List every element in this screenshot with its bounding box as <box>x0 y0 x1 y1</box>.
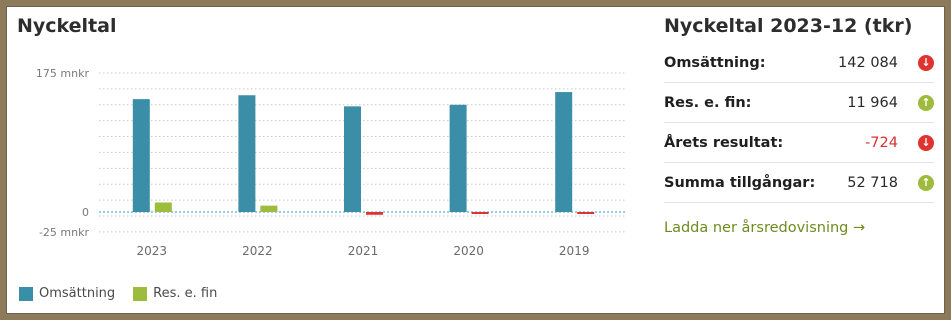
bar-omsattning-2020 <box>449 104 467 212</box>
x-tick-label-2023: 2023 <box>137 244 168 258</box>
legend-swatch-res-e-fin <box>133 286 148 301</box>
bar-omsattning-2019 <box>555 92 573 212</box>
y-tick-label-max: 175 mnkr <box>36 67 90 80</box>
legend-item-omsattning[interactable]: Omsättning <box>19 286 115 301</box>
legend-label-res-e-fin: Res. e. fin <box>153 286 218 301</box>
chart-panel-title: Nyckeltal <box>17 15 117 37</box>
x-tick-label-2022: 2022 <box>242 244 273 258</box>
bar-res-e-fin-2022 <box>260 205 278 212</box>
bar-res-e-fin-2021 <box>366 212 383 215</box>
kpi-row-omsattning: Omsättning: 142 084 ↓ <box>664 43 934 83</box>
arrow-up-icon: ↑ <box>918 94 934 111</box>
kpi-value: 11 964 <box>847 94 898 111</box>
chart-legend: Omsättning Res. e. fin <box>19 286 235 301</box>
kpi-label: Res. e. fin: <box>664 94 752 111</box>
kpi-value: 52 718 <box>847 174 898 191</box>
bar-res-e-fin-2019 <box>577 212 595 214</box>
summary-panel-title: Nyckeltal 2023-12 (tkr) <box>664 15 913 37</box>
kpi-row-summa-tillgangar: Summa tillgångar: 52 718 ↑ <box>664 163 934 203</box>
kpi-value: 142 084 <box>838 54 898 71</box>
kpi-value: -724 <box>865 134 898 151</box>
x-tick-label-2021: 2021 <box>348 244 379 258</box>
arrow-down-icon: ↓ <box>918 134 934 151</box>
legend-item-res-e-fin[interactable]: Res. e. fin <box>133 286 217 301</box>
bar-omsattning-2023 <box>132 99 150 212</box>
key-figures-widget: Nyckeltal 175 mnkr 0 -25 mnkr 2023 2022 2021 2… <box>7 7 944 313</box>
bar-res-e-fin-2023 <box>154 202 172 212</box>
x-tick-label-2020: 2020 <box>453 244 484 258</box>
key-figures-bar-chart: 175 mnkr 0 -25 mnkr 2023 2022 2021 2020 2019 <box>36 67 627 258</box>
bar-omsattning-2022 <box>238 95 256 212</box>
kpi-label: Summa tillgångar: <box>664 174 816 191</box>
legend-swatch-omsattning <box>19 286 33 301</box>
download-annual-report-link[interactable]: Ladda ner årsredovisning → <box>664 220 866 236</box>
x-tick-label-2019: 2019 <box>559 244 590 258</box>
bar-res-e-fin-2020 <box>471 212 489 214</box>
summary-panel: Nyckeltal 2023-12 (tkr) Omsättning: 142 … <box>664 7 944 313</box>
kpi-row-res-e-fin: Res. e. fin: 11 964 ↑ <box>664 83 934 123</box>
y-tick-label-zero: 0 <box>82 206 89 219</box>
arrow-down-icon: ↓ <box>918 54 934 71</box>
kpi-label: Omsättning: <box>664 54 766 71</box>
kpi-label: Årets resultat: <box>664 134 784 151</box>
kpi-list: Omsättning: 142 084 ↓ Res. e. fin: 11 96… <box>664 43 934 203</box>
kpi-row-arets-resultat: Årets resultat: -724 ↓ <box>664 123 934 163</box>
bar-omsattning-2021 <box>344 106 361 212</box>
chart-panel: Nyckeltal 175 mnkr 0 -25 mnkr 2023 2022 2021 2… <box>7 7 647 313</box>
legend-label-omsattning: Omsättning <box>39 286 116 301</box>
y-tick-label-min: -25 mnkr <box>39 226 90 239</box>
arrow-up-icon: ↑ <box>918 174 934 191</box>
